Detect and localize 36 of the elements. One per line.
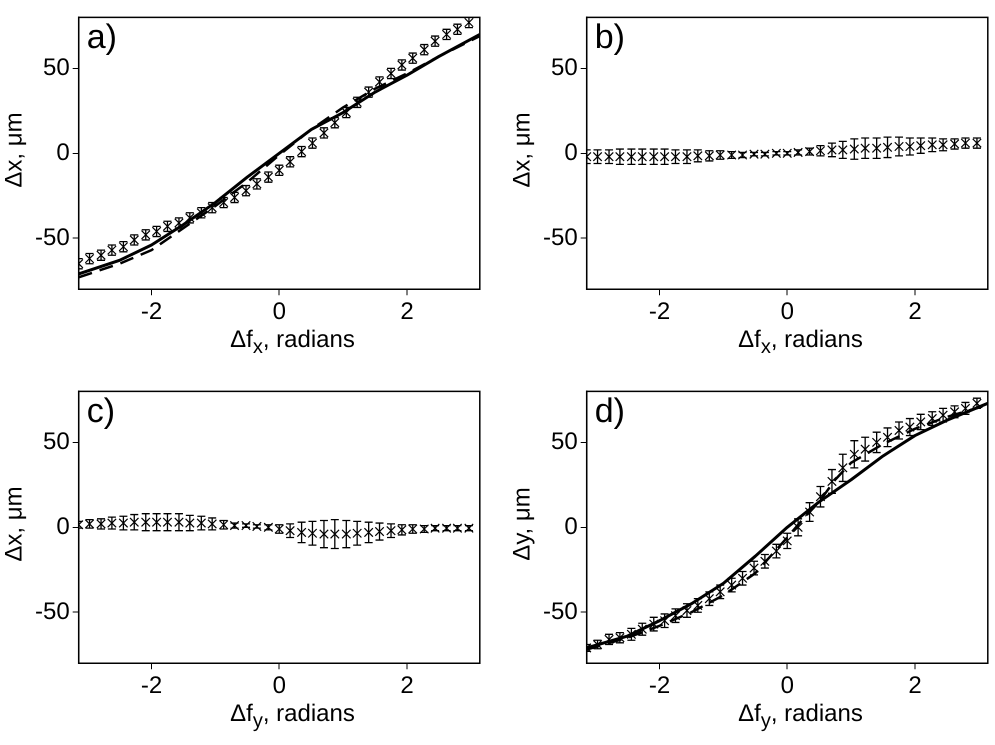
- annotation: b): [594, 18, 625, 56]
- y-tick-label: 50: [550, 428, 578, 455]
- y-axis-title: Δx, μm: [1, 486, 29, 562]
- y-tick-label: -50: [543, 598, 578, 625]
- y-axis-title: Δx, μm: [1, 112, 29, 188]
- y-axis-title: Δy, μm: [509, 487, 537, 561]
- x-axis-title: Δf$_{y}$, radians: [737, 700, 864, 733]
- x-tick-label: 0: [780, 298, 794, 326]
- annotation: d): [594, 392, 625, 430]
- y-tick-label: -50: [35, 224, 70, 251]
- x-tick-label: 2: [400, 298, 414, 326]
- y-tick-label: 50: [42, 54, 70, 81]
- x-tick-label: 2: [908, 298, 922, 326]
- x-tick-label: -2: [140, 298, 162, 326]
- x-tick-label: -2: [648, 672, 670, 700]
- y-tick-label: 0: [56, 512, 70, 540]
- x-axis-title: Δf$_{y}$, radians: [229, 700, 356, 733]
- x-tick-label: 2: [400, 672, 414, 700]
- x-tick-label: 0: [272, 298, 286, 326]
- x-tick-label: 0: [780, 672, 794, 700]
- annotation: a): [86, 18, 117, 56]
- y-axis-title: Δx, μm: [509, 112, 537, 188]
- y-tick-label: 50: [550, 54, 578, 81]
- y-tick-label: 0: [564, 512, 578, 540]
- annotation: c): [86, 392, 116, 430]
- x-tick-label: -2: [140, 672, 162, 700]
- x-tick-label: 0: [272, 672, 286, 700]
- y-tick-label: 0: [56, 138, 70, 166]
- y-tick-label: -50: [35, 598, 70, 625]
- y-tick-label: -50: [543, 224, 578, 251]
- x-tick-label: -2: [648, 298, 670, 326]
- y-tick-label: 50: [42, 428, 70, 455]
- x-axis-title: Δf$_{x}$, radians: [229, 326, 356, 359]
- x-tick-label: 2: [908, 672, 922, 700]
- x-axis-title: Δf$_{x}$, radians: [737, 326, 864, 359]
- y-tick-label: 0: [564, 138, 578, 166]
